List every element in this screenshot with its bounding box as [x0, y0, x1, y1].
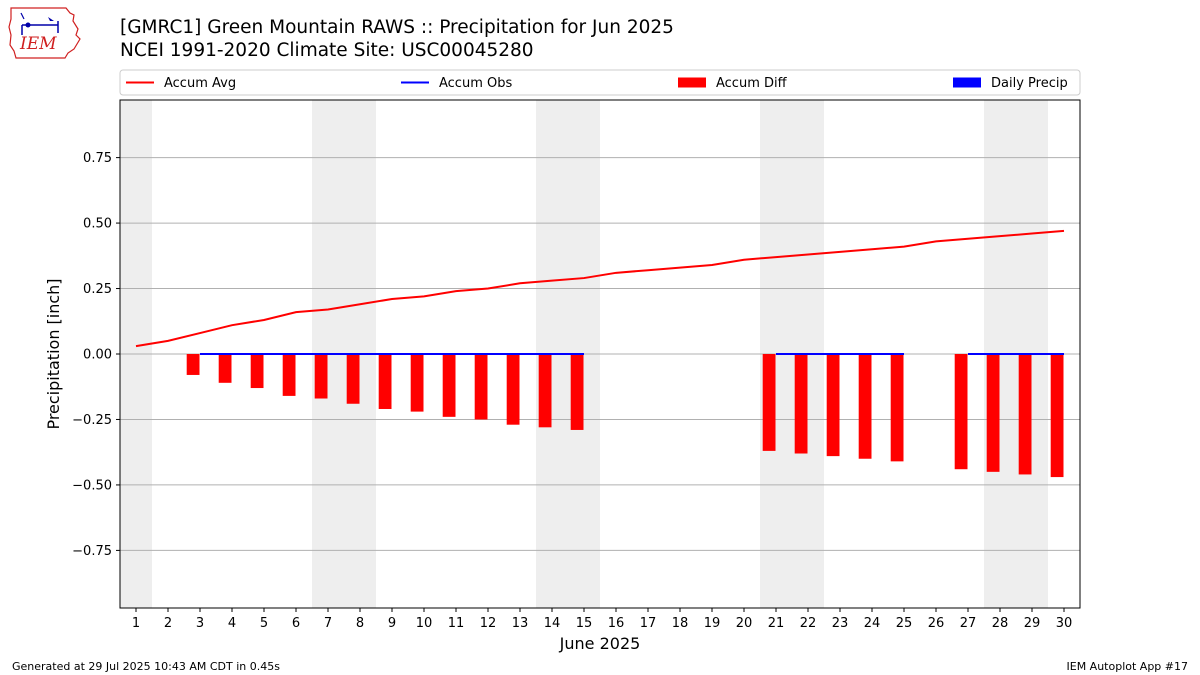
y-tick-label: 0.25: [83, 282, 112, 297]
accum-diff-bars: [186, 354, 1064, 478]
x-tick-label: 14: [544, 616, 561, 631]
x-tick-label: 20: [736, 616, 753, 631]
x-tick-label: 15: [576, 616, 593, 631]
legend: Accum Avg Accum Obs Accum Diff Daily Precip: [119, 69, 1081, 96]
x-tick-label: 6: [292, 616, 300, 631]
x-tick-label: 22: [800, 616, 817, 631]
accum-diff-bar-day-27: [954, 354, 968, 470]
logo-text: IEM: [19, 34, 57, 54]
accum-diff-bar-day-14: [538, 354, 552, 428]
x-tick-label: 19: [704, 616, 721, 631]
x-tick-label: 17: [640, 616, 657, 631]
x-tick-label: 11: [448, 616, 465, 631]
legend-swatch-daily-precip: [953, 77, 981, 88]
x-tick-label: 21: [768, 616, 785, 631]
legend-label-accum-diff: Accum Diff: [716, 76, 788, 91]
series-lines: [135, 229, 1065, 355]
x-tick-label: 10: [416, 616, 433, 631]
x-tick-label: 1: [132, 616, 140, 631]
y-tick-label: 0.75: [83, 151, 112, 166]
x-tick-label: 26: [928, 616, 945, 631]
accum-diff-bar-day-4: [218, 354, 232, 383]
x-tick-label: 24: [864, 616, 881, 631]
accum-diff-bar-day-23: [826, 354, 840, 457]
x-tick-label: 9: [388, 616, 396, 631]
accum-diff-bar-day-21: [762, 354, 776, 451]
accum-avg-line: [135, 229, 1065, 348]
legend-swatch-accum-diff: [678, 77, 706, 88]
y-tick-label: 0.00: [83, 348, 112, 363]
legend-label-daily-precip: Daily Precip: [991, 76, 1068, 91]
x-tick-label: 29: [1024, 616, 1041, 631]
accum-diff-bar-day-29: [1018, 354, 1032, 475]
accum-diff-bar-day-11: [442, 354, 456, 417]
accum-diff-bar-day-25: [890, 354, 904, 462]
x-tick-label: 30: [1056, 616, 1073, 631]
x-tick-label: 12: [480, 616, 497, 631]
x-tick-label: 4: [228, 616, 236, 631]
accum-diff-bar-day-5: [250, 354, 264, 389]
x-tick-label: 8: [356, 616, 364, 631]
generated-timestamp: Generated at 29 Jul 2025 10:43 AM CDT in…: [12, 660, 280, 673]
y-tick-label: −0.75: [72, 544, 112, 559]
accum-diff-bar-day-8: [346, 354, 360, 404]
y-axis-label: Precipitation [inch]: [44, 278, 63, 429]
accum-diff-bar-day-22: [794, 354, 808, 454]
chart-title: [GMRC1] Green Mountain RAWS :: Precipita…: [120, 17, 674, 38]
accum-diff-bar-day-28: [986, 354, 1000, 472]
accum-diff-bar-day-30: [1050, 354, 1064, 478]
accum-diff-bar-day-7: [314, 354, 328, 399]
x-tick-label: 28: [992, 616, 1009, 631]
accum-diff-bar-day-12: [474, 354, 488, 420]
x-tick-label: 13: [512, 616, 529, 631]
accum-diff-bar-day-6: [282, 354, 296, 396]
x-tick-label: 18: [672, 616, 689, 631]
legend-label-accum-avg: Accum Avg: [164, 76, 236, 91]
accum-diff-bar-day-13: [506, 354, 520, 425]
chart-subtitle: NCEI 1991-2020 Climate Site: USC00045280: [120, 40, 534, 61]
x-tick-label: 5: [260, 616, 268, 631]
x-tick-label: 27: [960, 616, 977, 631]
y-tick-label: −0.25: [72, 413, 112, 428]
y-tick-label: −0.50: [72, 478, 112, 493]
x-tick-label: 2: [164, 616, 172, 631]
app-label: IEM Autoplot App #17: [1066, 660, 1189, 673]
iem-iowa-logo-icon: IEM: [8, 7, 81, 59]
x-tick-label: 16: [608, 616, 625, 631]
x-tick-label: 7: [324, 616, 332, 631]
x-tick-label: 25: [896, 616, 913, 631]
accum-diff-bar-day-3: [186, 354, 200, 375]
accum-diff-bar-day-9: [378, 354, 392, 409]
accum-diff-bar-day-24: [858, 354, 872, 459]
legend-label-accum-obs: Accum Obs: [439, 76, 512, 91]
precipitation-chart: −0.75−0.50−0.250.000.250.500.751 2 3 4 5 6 7 8 9…: [44, 69, 1081, 653]
axes: −0.75−0.50−0.250.000.250.500.751 2 3 4 5 6 7 8 9…: [44, 151, 1072, 653]
y-tick-label: 0.50: [83, 217, 112, 232]
legend-box: [119, 69, 1081, 96]
weekend-shading: [120, 100, 1048, 608]
accum-diff-bar-day-15: [570, 354, 584, 430]
x-tick-label: 23: [832, 616, 849, 631]
x-tick-label: 3: [196, 616, 204, 631]
x-axis-label: June 2025: [559, 634, 641, 653]
accum-diff-bar-day-10: [410, 354, 424, 412]
